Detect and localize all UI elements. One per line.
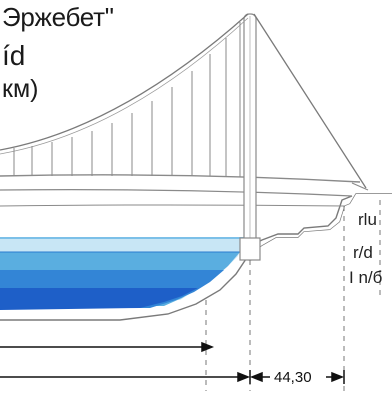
side-label-b: r/d [353, 243, 373, 262]
dimension-lines [0, 341, 345, 384]
title-line-1: Эржебет" [2, 2, 114, 32]
bridge-deck [0, 174, 369, 207]
deck-top-line [0, 174, 361, 183]
main-cable [0, 13, 249, 151]
title-line-3: км) [2, 75, 39, 103]
dimension-label: 44,30 [274, 369, 312, 386]
arrowhead-upper [201, 341, 215, 353]
arrowhead-dim-right [331, 371, 345, 383]
side-label-c: I n/б [349, 268, 383, 287]
embankment-fill [248, 194, 392, 391]
water-layer-deep [0, 288, 198, 310]
deck-end [351, 182, 369, 191]
side-label-a: rlu [358, 210, 377, 229]
arrowhead-lower [237, 371, 251, 383]
hangers [13, 22, 241, 177]
title-line-2: íd [2, 40, 26, 71]
deck-bottom-line [0, 189, 353, 197]
pylon-base [239, 237, 261, 261]
reference-lines [205, 200, 381, 391]
pylon [239, 13, 261, 261]
deck-underside-line [0, 204, 346, 207]
backstay-cable [253, 13, 367, 189]
river-water [0, 237, 248, 310]
